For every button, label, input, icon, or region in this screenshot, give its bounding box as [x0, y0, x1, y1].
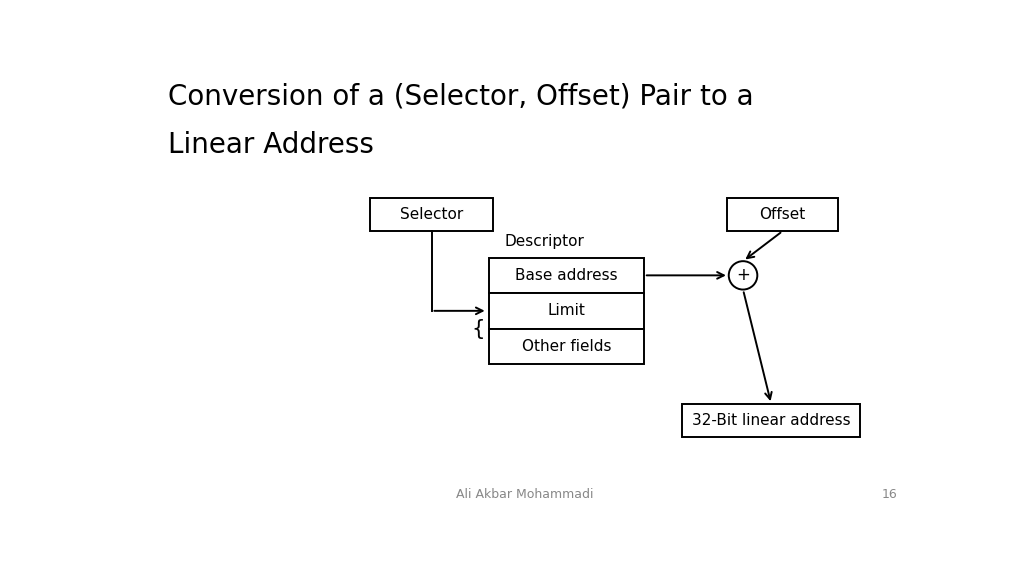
Bar: [727, 198, 839, 231]
Ellipse shape: [729, 261, 758, 290]
Text: Descriptor: Descriptor: [505, 234, 585, 249]
Bar: [489, 293, 644, 328]
Text: {: {: [472, 319, 485, 339]
Text: Other fields: Other fields: [521, 339, 611, 354]
Text: Offset: Offset: [760, 207, 806, 222]
Text: Ali Akbar Mohammadi: Ali Akbar Mohammadi: [456, 488, 594, 501]
Text: 16: 16: [882, 488, 898, 501]
Bar: [489, 328, 644, 364]
Bar: [489, 257, 644, 293]
Text: Selector: Selector: [400, 207, 463, 222]
Text: 32-Bit linear address: 32-Bit linear address: [692, 413, 851, 428]
Bar: [370, 198, 494, 231]
Text: Limit: Limit: [548, 304, 586, 319]
Text: Base address: Base address: [515, 268, 617, 283]
Text: Linear Address: Linear Address: [168, 131, 374, 159]
Text: Conversion of a (Selector, Offset) Pair to a: Conversion of a (Selector, Offset) Pair …: [168, 82, 754, 111]
Bar: [682, 404, 860, 437]
Text: +: +: [736, 266, 750, 285]
